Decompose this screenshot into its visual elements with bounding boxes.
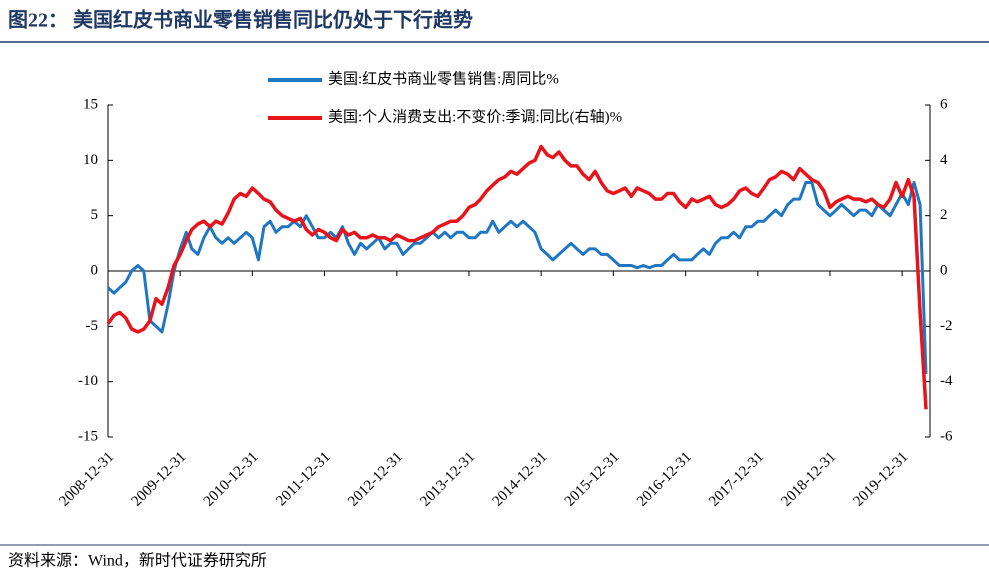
y2-tick-label: -2 (940, 318, 953, 334)
y2-tick-label: -4 (940, 373, 953, 389)
x-tick-label: 2012-12-31 (345, 449, 406, 510)
y2-tick-label: 6 (940, 96, 948, 112)
y-tick-label: 15 (83, 96, 98, 112)
x-tick-label: 2009-12-31 (129, 449, 190, 510)
y-tick-label: 5 (91, 207, 99, 223)
series-line (106, 181, 928, 374)
chart-title: 图22： 美国红皮书商业零售销售同比仍处于下行趋势 (8, 8, 473, 32)
x-tick-label: 2010-12-31 (201, 449, 262, 510)
x-tick-label: 2013-12-31 (417, 449, 478, 510)
y-tick-label: -5 (86, 318, 99, 334)
legend-label: 美国:个人消费支出:不变价:季调:同比(右轴)% (328, 108, 622, 125)
y-tick-label: 10 (83, 152, 98, 168)
y2-tick-label: 2 (940, 207, 948, 223)
y-tick-label: -10 (78, 373, 98, 389)
x-tick-label: 2016-12-31 (634, 449, 695, 510)
y-tick-label: -15 (78, 428, 98, 444)
series-line (106, 144, 928, 410)
x-tick-label: 2014-12-31 (490, 449, 551, 510)
x-tick-label: 2019-12-31 (851, 449, 912, 510)
y2-tick-label: 0 (940, 262, 948, 278)
y2-tick-label: 4 (940, 152, 948, 168)
y2-tick-label: -6 (940, 428, 953, 444)
source: 资料来源：Wind，新时代证券研究所 (8, 552, 267, 570)
x-tick-label: 2011-12-31 (273, 449, 333, 509)
x-tick-label: 2017-12-31 (706, 449, 767, 510)
x-tick-label: 2008-12-31 (56, 449, 117, 510)
x-tick-label: 2018-12-31 (778, 449, 839, 510)
y-tick-label: 0 (91, 262, 99, 278)
legend-label: 美国:红皮书商业零售销售:周同比% (328, 70, 559, 87)
x-tick-label: 2015-12-31 (562, 449, 623, 510)
